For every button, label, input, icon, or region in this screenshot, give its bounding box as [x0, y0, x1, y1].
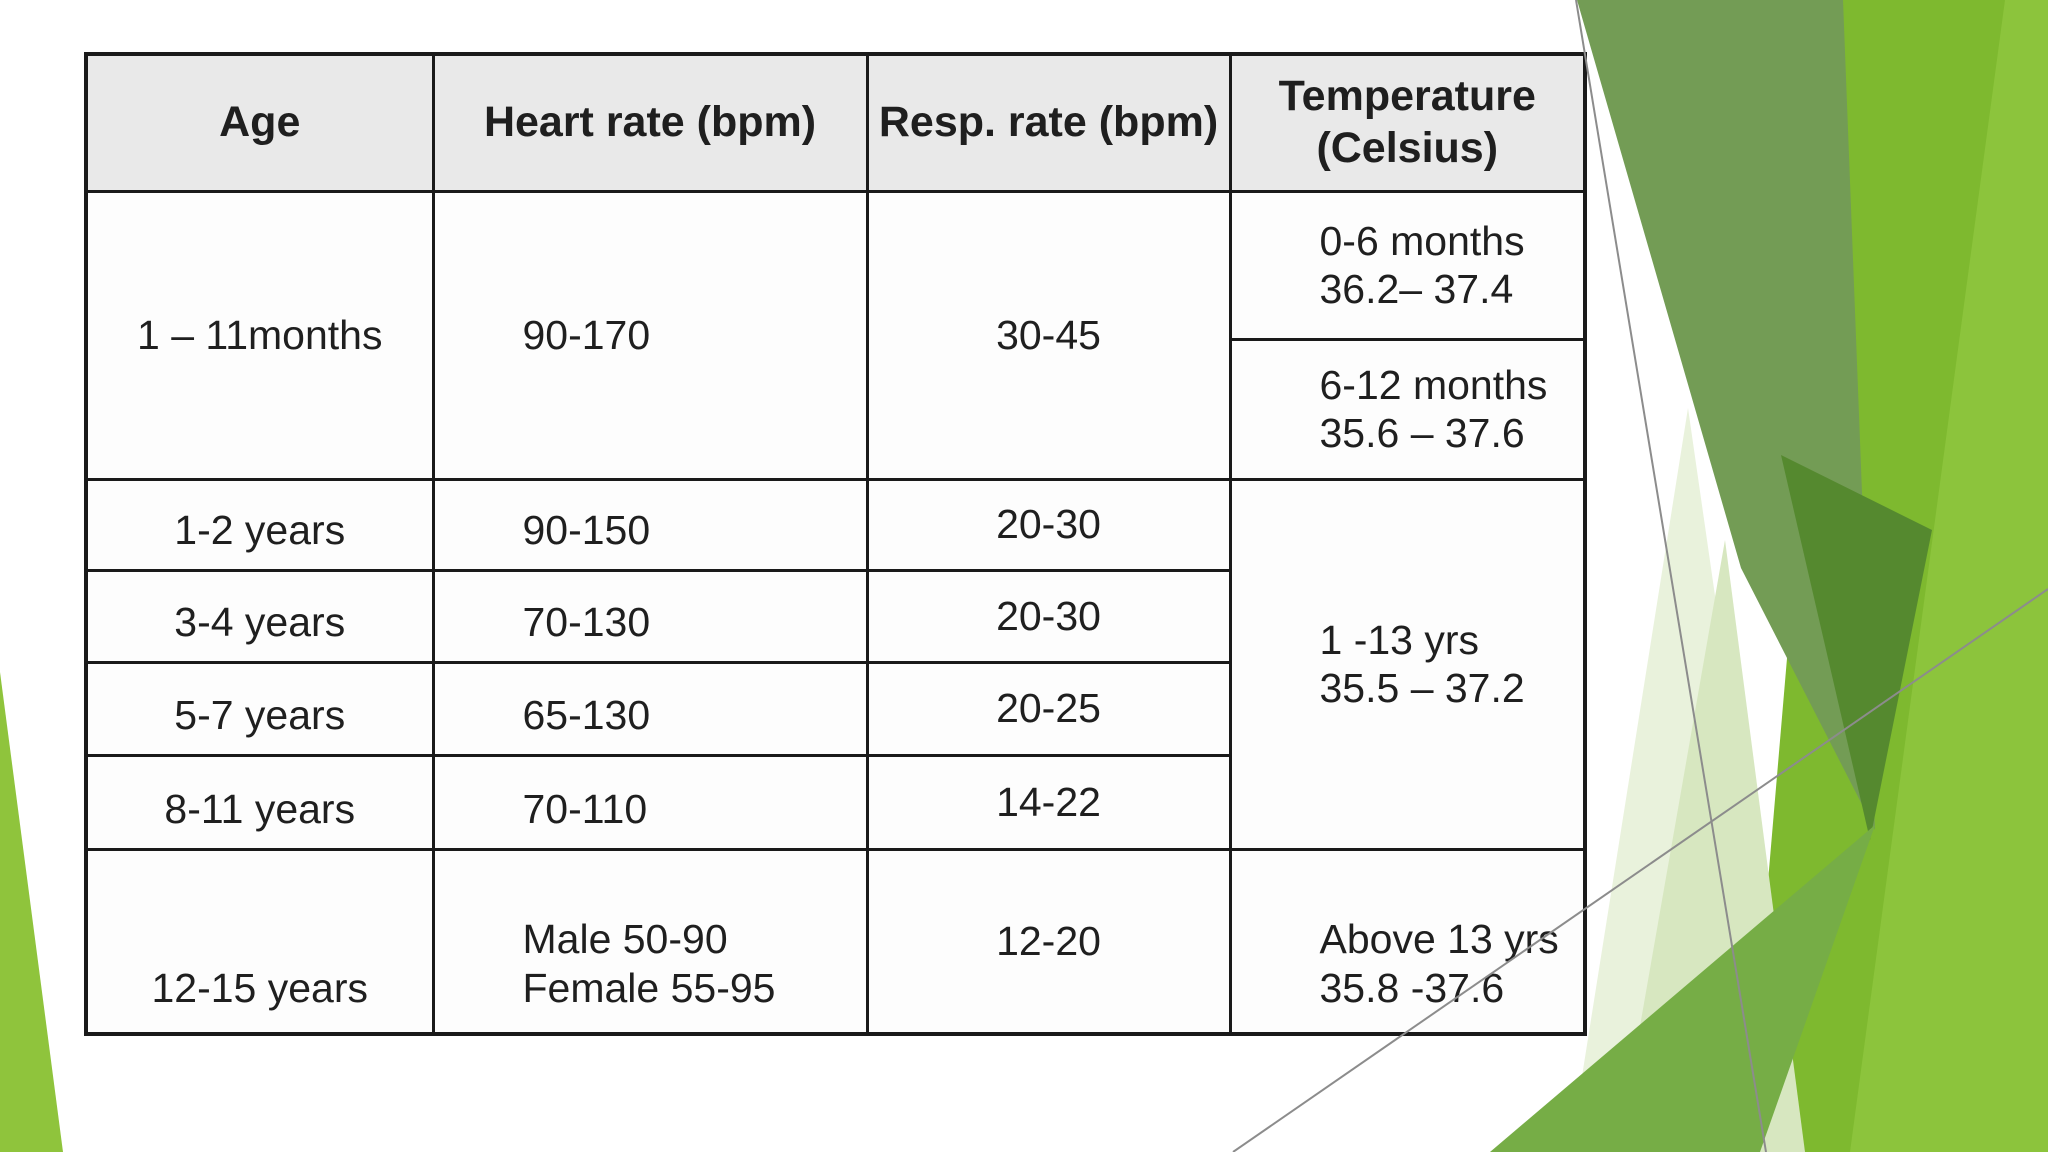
cell-hr-3-4: 70-130 — [431, 568, 869, 664]
temp-1-13-label: 1 -13 yrs — [1319, 616, 1480, 663]
cell-age-5-7: 5-7 years — [84, 660, 435, 757]
cell-age-8-11: 8-11 years — [84, 753, 435, 851]
cell-temp-above-13: Above 13 yrs 35.8 -37.6 — [1228, 847, 1587, 1036]
cell-resp-5-7: 20-25 — [865, 660, 1232, 757]
cell-resp-3-4: 20-30 — [865, 568, 1232, 664]
facet-shape-bottom-left-wedge — [0, 672, 63, 1152]
row-5-7-years: 5-7 years 65-130 20-25 — [84, 660, 1585, 757]
row-3-4-years: 3-4 years 70-130 20-30 — [84, 568, 1585, 664]
temp-1-13-range: 35.5 – 37.2 — [1319, 665, 1525, 711]
hr-12-15-female: Female 55-95 — [522, 964, 776, 1011]
cell-temp-1-13-yrs: 1 -13 yrs 35.5 – 37.2 — [1228, 477, 1587, 851]
cell-age-infant: 1 – 11months — [84, 189, 435, 481]
row-1-2-years: 1-2 years 90-150 20-30 1 -13 yrs 35.5 – … — [84, 477, 1587, 851]
header-age: Age — [84, 52, 435, 193]
temp-6-12-range: 35.6 – 37.6 — [1319, 410, 1525, 456]
temp-0-6-range: 36.2– 37.4 — [1319, 266, 1514, 312]
cell-age-12-15: 12-15 years — [84, 847, 435, 1036]
cell-resp-1-2: 20-30 — [865, 477, 1232, 572]
row-infant: 1 – 11months 90-170 30-45 0-6 months 36.… — [84, 189, 1587, 481]
hr-12-15-male: Male 50-90 — [522, 916, 728, 963]
cell-age-3-4: 3-4 years — [84, 568, 435, 664]
temp-6-12-label: 6-12 months — [1319, 361, 1548, 408]
cell-hr-1-2: 90-150 — [431, 477, 869, 572]
cell-temp-0-6-months: 0-6 months 36.2– 37.4 — [1228, 189, 1587, 341]
cell-hr-infant: 90-170 — [431, 189, 869, 481]
vitals-table: Age Heart rate (bpm) Resp. rate (bpm) Te… — [84, 52, 1587, 1036]
cell-age-1-2: 1-2 years — [84, 477, 435, 572]
cell-resp-infant: 30-45 — [865, 189, 1232, 481]
cell-hr-12-15: Male 50-90 Female 55-95 — [431, 847, 869, 1036]
header-temperature: Temperature (Celsius) — [1228, 52, 1587, 193]
header-row: Age Heart rate (bpm) Resp. rate (bpm) Te… — [84, 52, 1587, 193]
header-resp-rate: Resp. rate (bpm) — [865, 52, 1232, 193]
cell-hr-8-11: 70-110 — [431, 753, 869, 851]
row-infant-temp-split: 6-12 months 35.6 – 37.6 — [86, 337, 1587, 481]
cell-temp-6-12-months: 6-12 months 35.6 – 37.6 — [1228, 337, 1587, 481]
cell-resp-8-11: 14-22 — [865, 753, 1232, 851]
header-heart-rate: Heart rate (bpm) — [431, 52, 869, 193]
cell-resp-12-15: 12-20 — [865, 847, 1232, 1036]
cell-hr-5-7: 65-130 — [431, 660, 869, 757]
row-12-15-years: 12-15 years Male 50-90 Female 55-95 12-2… — [84, 847, 1587, 1036]
row-8-11-years: 8-11 years 70-110 14-22 — [84, 753, 1585, 851]
temp-above-13-range: 35.8 -37.6 — [1319, 964, 1505, 1011]
temp-above-13-label: Above 13 yrs — [1319, 916, 1559, 963]
temp-0-6-label: 0-6 months — [1319, 217, 1525, 264]
